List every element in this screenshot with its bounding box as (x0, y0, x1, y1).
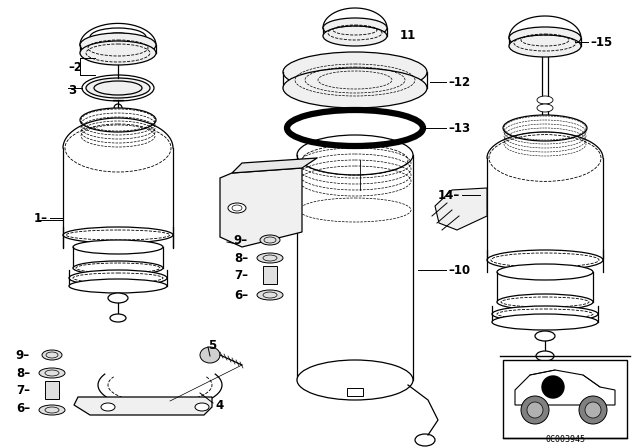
Bar (347, 388, 363, 396)
Ellipse shape (86, 78, 150, 98)
Polygon shape (220, 168, 302, 247)
Ellipse shape (69, 270, 167, 286)
Ellipse shape (110, 314, 126, 322)
Ellipse shape (101, 403, 115, 411)
Text: –13: –13 (448, 121, 470, 134)
Polygon shape (435, 188, 487, 230)
Ellipse shape (537, 104, 553, 112)
Ellipse shape (537, 96, 553, 104)
Ellipse shape (80, 33, 156, 57)
Ellipse shape (503, 115, 587, 141)
Ellipse shape (527, 402, 543, 418)
Bar (45, 381, 59, 399)
Ellipse shape (69, 279, 167, 293)
Polygon shape (74, 397, 212, 415)
Text: –2: –2 (68, 60, 82, 73)
Text: 4: 4 (215, 399, 223, 412)
Ellipse shape (497, 294, 593, 310)
Ellipse shape (73, 261, 163, 275)
Text: 7–: 7– (234, 268, 248, 281)
Ellipse shape (108, 293, 128, 303)
Ellipse shape (535, 331, 555, 341)
Ellipse shape (497, 264, 593, 280)
Ellipse shape (492, 314, 598, 330)
Text: 14–: 14– (438, 189, 460, 202)
Ellipse shape (228, 203, 246, 213)
Ellipse shape (536, 351, 554, 361)
Text: 6–: 6– (234, 289, 248, 302)
Ellipse shape (257, 290, 283, 300)
Ellipse shape (509, 35, 581, 57)
Ellipse shape (73, 240, 163, 254)
Text: 5: 5 (208, 339, 216, 352)
Ellipse shape (80, 41, 156, 65)
Text: 9–: 9– (16, 349, 30, 362)
Ellipse shape (297, 360, 413, 400)
Text: 8–: 8– (234, 251, 248, 264)
Text: 7–: 7– (16, 383, 30, 396)
Text: –12: –12 (448, 76, 470, 89)
Ellipse shape (39, 368, 65, 378)
Ellipse shape (260, 235, 280, 245)
Ellipse shape (80, 108, 156, 132)
Ellipse shape (492, 306, 598, 322)
Ellipse shape (521, 396, 549, 424)
Ellipse shape (323, 18, 387, 38)
Ellipse shape (257, 253, 283, 263)
Ellipse shape (323, 26, 387, 46)
Ellipse shape (585, 402, 601, 418)
Ellipse shape (297, 135, 413, 175)
Text: –10: –10 (448, 263, 470, 276)
Text: 3: 3 (68, 83, 76, 96)
Bar (503, 360, 627, 438)
Text: 6–: 6– (16, 401, 30, 414)
Text: 8–: 8– (16, 366, 30, 379)
Ellipse shape (63, 227, 173, 243)
Text: 0C003945: 0C003945 (545, 435, 585, 444)
Ellipse shape (487, 250, 603, 270)
Text: 11: 11 (400, 29, 416, 42)
Ellipse shape (39, 405, 65, 415)
Text: –15: –15 (590, 35, 612, 48)
Bar (263, 266, 277, 284)
Ellipse shape (195, 403, 209, 411)
Ellipse shape (42, 350, 62, 360)
Text: 9–: 9– (234, 233, 248, 246)
Circle shape (542, 376, 564, 398)
Polygon shape (232, 158, 317, 173)
Text: 1–: 1– (34, 211, 48, 224)
Ellipse shape (509, 27, 581, 49)
Ellipse shape (283, 52, 427, 92)
Ellipse shape (283, 68, 427, 108)
Ellipse shape (579, 396, 607, 424)
Ellipse shape (200, 347, 220, 363)
